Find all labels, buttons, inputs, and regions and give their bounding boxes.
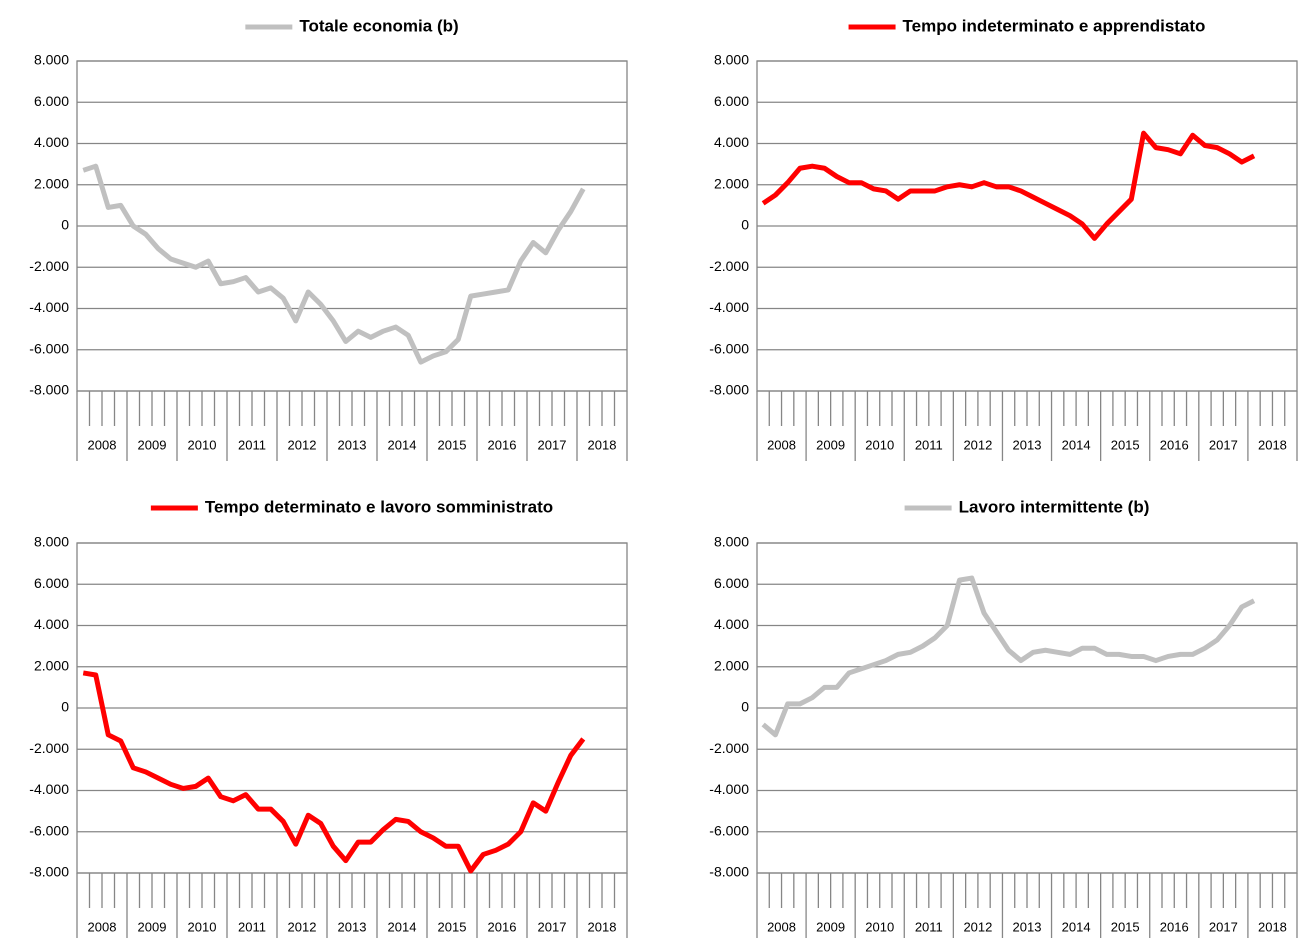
y-tick-label: 6.000 <box>34 575 69 591</box>
x-year-label: 2008 <box>88 437 117 452</box>
y-tick-label: -4.000 <box>709 781 749 797</box>
y-tick-label: -4.000 <box>29 781 69 797</box>
x-year-label: 2018 <box>1258 919 1287 934</box>
y-tick-label: 8.000 <box>34 52 69 68</box>
y-tick-label: 4.000 <box>34 134 69 150</box>
x-year-label: 2017 <box>1209 437 1238 452</box>
x-year-label: 2008 <box>767 919 796 934</box>
y-tick-label: 4.000 <box>714 134 749 150</box>
y-tick-label: 0 <box>61 699 69 715</box>
y-tick-label: -8.000 <box>29 382 69 398</box>
y-tick-label: -2.000 <box>29 258 69 274</box>
x-year-label: 2018 <box>588 919 617 934</box>
data-line <box>82 163 586 365</box>
x-year-label: 2016 <box>488 437 517 452</box>
x-year-label: 2010 <box>865 919 894 934</box>
x-year-label: 2013 <box>338 437 367 452</box>
data-line <box>761 575 1256 738</box>
x-year-label: 2017 <box>538 437 567 452</box>
x-year-label: 2013 <box>1013 919 1042 934</box>
y-tick-label: -6.000 <box>709 822 749 838</box>
x-year-label: 2016 <box>1160 919 1189 934</box>
y-tick-label: 8.000 <box>714 52 749 68</box>
y-tick-label: -8.000 <box>709 864 749 880</box>
x-year-label: 2015 <box>1111 437 1140 452</box>
x-year-label: 2010 <box>865 437 894 452</box>
x-year-label: 2009 <box>816 919 845 934</box>
x-year-label: 2011 <box>238 437 266 452</box>
x-year-label: 2010 <box>188 919 217 934</box>
y-tick-label: -8.000 <box>709 382 749 398</box>
y-tick-label: 0 <box>61 217 69 233</box>
x-year-label: 2009 <box>138 437 167 452</box>
x-year-label: 2015 <box>1111 919 1140 934</box>
x-year-label: 2014 <box>388 919 417 934</box>
x-year-label: 2012 <box>963 437 992 452</box>
x-year-label: 2016 <box>488 919 517 934</box>
y-tick-label: 2.000 <box>714 657 749 673</box>
x-year-label: 2016 <box>1160 437 1189 452</box>
x-year-label: 2009 <box>816 437 845 452</box>
y-tick-label: -2.000 <box>29 740 69 756</box>
x-year-label: 2018 <box>1258 437 1287 452</box>
x-year-label: 2014 <box>1062 437 1091 452</box>
x-year-label: 2018 <box>588 437 617 452</box>
x-year-label: 2017 <box>1209 919 1238 934</box>
y-tick-label: -6.000 <box>29 822 69 838</box>
y-tick-label: -8.000 <box>29 864 69 880</box>
x-year-label: 2008 <box>88 919 117 934</box>
x-year-label: 2011 <box>238 919 266 934</box>
y-tick-label: 0 <box>741 217 749 233</box>
y-tick-label: 4.000 <box>34 616 69 632</box>
x-year-label: 2014 <box>1062 919 1091 934</box>
data-line <box>82 670 586 874</box>
x-year-label: 2012 <box>288 437 317 452</box>
y-tick-label: -4.000 <box>29 299 69 315</box>
legend-label: Tempo indeterminato e apprendistato <box>903 16 1206 35</box>
data-line <box>761 130 1256 241</box>
y-tick-label: 8.000 <box>34 534 69 550</box>
x-year-label: 2015 <box>438 437 467 452</box>
legend-label: Lavoro intermittente (b) <box>959 497 1150 516</box>
x-year-label: 2010 <box>188 437 217 452</box>
y-tick-label: 6.000 <box>714 93 749 109</box>
x-year-label: 2013 <box>338 919 367 934</box>
legend-label: Totale economia (b) <box>299 16 458 35</box>
legend-label: Tempo determinato e lavoro somministrato <box>205 497 553 516</box>
x-year-label: 2013 <box>1013 437 1042 452</box>
x-year-label: 2009 <box>138 919 167 934</box>
x-year-label: 2011 <box>915 919 943 934</box>
y-tick-label: 4.000 <box>714 616 749 632</box>
x-year-label: 2015 <box>438 919 467 934</box>
y-tick-label: -6.000 <box>29 340 69 356</box>
y-tick-label: -4.000 <box>709 299 749 315</box>
y-tick-label: 8.000 <box>714 534 749 550</box>
x-year-label: 2017 <box>538 919 567 934</box>
y-tick-label: 2.000 <box>34 175 69 191</box>
y-tick-label: -6.000 <box>709 340 749 356</box>
y-tick-label: 6.000 <box>714 575 749 591</box>
x-year-label: 2012 <box>288 919 317 934</box>
x-year-label: 2012 <box>963 919 992 934</box>
y-tick-label: 6.000 <box>34 93 69 109</box>
x-year-label: 2011 <box>915 437 943 452</box>
y-tick-label: 2.000 <box>34 657 69 673</box>
y-tick-label: 2.000 <box>714 175 749 191</box>
y-tick-label: 0 <box>741 699 749 715</box>
y-tick-label: -2.000 <box>709 740 749 756</box>
x-year-label: 2008 <box>767 437 796 452</box>
y-tick-label: -2.000 <box>709 258 749 274</box>
x-year-label: 2014 <box>388 437 417 452</box>
